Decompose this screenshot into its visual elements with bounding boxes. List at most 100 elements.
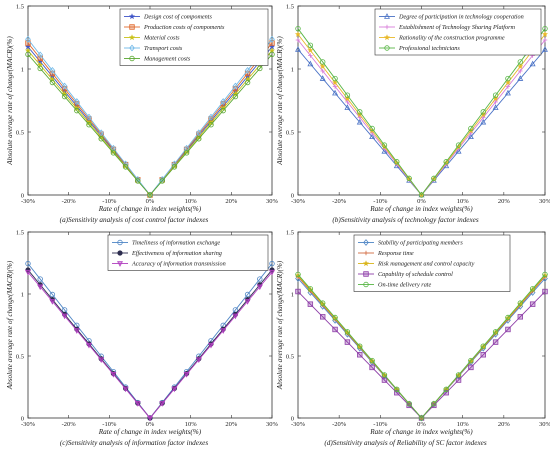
legend-marker [117, 261, 123, 267]
data-point [147, 191, 153, 199]
data-point [319, 314, 326, 320]
data-point [244, 299, 251, 305]
y-axis-label: Absolute average rate of change(MACR)(%) [6, 36, 14, 166]
data-point [492, 329, 499, 335]
legend-marker [129, 55, 135, 62]
data-point [295, 288, 301, 295]
y-tick-label: 0.5 [16, 129, 24, 136]
data-point [492, 104, 499, 110]
y-tick-label: 0 [21, 192, 24, 199]
x-tick-label: -20% [332, 421, 347, 428]
data-point [269, 269, 275, 276]
data-point [195, 357, 202, 364]
data-point [49, 76, 56, 83]
data-point [542, 46, 548, 52]
data-point [369, 357, 375, 364]
y-tick-label: 0 [291, 415, 294, 422]
legend-box [353, 234, 511, 292]
panel-a-cost-control: -30% -20% -10% 0% 10% 20% 30% 0 0.5 1 1.5 Rate of c… [6, 3, 279, 224]
legend-marker [384, 24, 390, 30]
data-point [244, 291, 251, 298]
legend-marker [384, 13, 390, 19]
y-tick-label: 0.5 [16, 353, 24, 360]
legend-label: Degree of participation in technology co… [398, 14, 524, 21]
data-point [529, 286, 536, 292]
legend-marker [129, 44, 135, 52]
data-point [381, 142, 388, 148]
data-point [505, 75, 511, 82]
data-point [232, 82, 239, 90]
data-point [122, 164, 129, 170]
data-point [455, 142, 462, 148]
data-point [220, 107, 226, 114]
data-point [344, 104, 351, 110]
data-point [467, 133, 474, 140]
data-point [232, 313, 239, 320]
legend-box [374, 8, 542, 56]
series-line [27, 54, 273, 196]
data-point [244, 79, 251, 86]
x-tick-label: 20% [498, 198, 511, 205]
legend-label: Production costs of compoments [143, 24, 225, 31]
data-point [307, 47, 314, 54]
data-point [345, 99, 350, 105]
series-line [297, 28, 546, 196]
data-point [518, 68, 523, 74]
data-point [110, 372, 117, 378]
data-point [308, 53, 313, 58]
x-axis-label: Rate of change in index weights(%) [369, 205, 473, 213]
data-point [406, 175, 412, 182]
x-tick-label: 10% [457, 198, 470, 205]
x-tick-label: -30% [21, 198, 36, 205]
data-point [61, 93, 68, 100]
legend-label: Management costs [143, 56, 191, 63]
data-point [344, 329, 351, 335]
legend-marker [383, 34, 391, 41]
data-point [37, 284, 44, 291]
data-point [220, 328, 227, 334]
data-point [37, 276, 43, 282]
legend-marker [363, 271, 369, 277]
data-point [171, 164, 178, 170]
data-point [295, 271, 301, 278]
x-tick-label: 10% [185, 198, 198, 205]
data-point [307, 42, 314, 49]
x-tick-label: -30% [21, 421, 36, 428]
x-tick-label: -10% [373, 421, 388, 428]
x-tick-label: 0% [417, 198, 426, 205]
y-axis-label: Absolute average rate of change(MACR)(%) [276, 260, 284, 390]
data-point [269, 51, 275, 58]
data-point [61, 90, 68, 97]
legend-label: Rationality of the construction programm… [398, 35, 505, 42]
data-point [418, 192, 425, 198]
legend: Timeliness of information exchange Effect… [107, 234, 269, 271]
data-point [196, 136, 202, 142]
x-tick-label: 0% [417, 421, 426, 428]
data-point [542, 25, 548, 32]
series-group [294, 25, 549, 198]
panel-c-information: -30% -20% -10% 0% 10% 20% 30% 0 0.5 1 1.5 Rate of c… [6, 229, 279, 447]
data-point [295, 37, 301, 43]
data-point [110, 144, 117, 152]
data-point [492, 339, 499, 345]
y-tick-label: 1.5 [16, 229, 24, 236]
data-point [455, 372, 462, 378]
y-tick-label: 1 [21, 66, 24, 73]
data-point [369, 364, 375, 371]
legend-marker [362, 260, 370, 267]
legend-marker [128, 13, 136, 20]
x-tick-label: -10% [102, 421, 117, 428]
legend-marker [129, 24, 135, 30]
x-tick-label: -10% [373, 198, 388, 205]
data-point [505, 326, 511, 333]
y-axis-label: Absolute average rate of change(MACR)(%) [276, 36, 284, 166]
data-point [171, 386, 178, 393]
data-point [25, 35, 31, 43]
y-tick-label: 1.5 [286, 3, 294, 10]
legend-marker [117, 250, 123, 256]
y-tick-label: 0 [21, 415, 24, 422]
legend-marker [384, 45, 390, 51]
x-axis-label: Rate of change in index weights(%) [369, 428, 473, 436]
y-tick-label: 0.5 [286, 353, 294, 360]
legend-label: Response time [377, 250, 414, 257]
